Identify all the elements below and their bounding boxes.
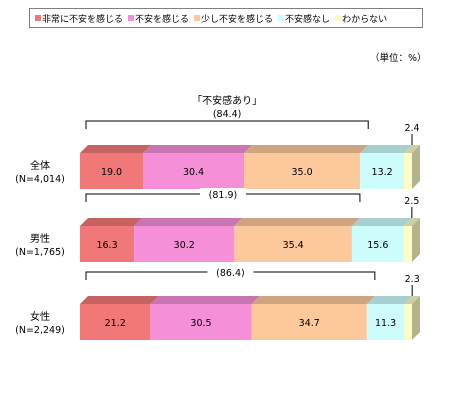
value-label: 2.3 xyxy=(405,274,420,285)
anxiety-total-label: (84.4) xyxy=(213,109,242,120)
value-label: 35.0 xyxy=(292,167,313,178)
value-label: 2.5 xyxy=(404,196,419,207)
category-label: 男性 xyxy=(30,232,50,245)
bar-segment-top xyxy=(80,218,143,226)
value-label: 21.2 xyxy=(105,318,126,329)
bar-segment xyxy=(244,153,361,189)
anxiety-total-bg xyxy=(207,266,254,278)
legend-label: 非常に不安を感じる xyxy=(42,14,124,25)
bar-segment-top xyxy=(366,296,413,304)
bar-segment-top xyxy=(360,145,413,153)
bar-segment-top xyxy=(403,218,420,226)
bar-segment xyxy=(143,153,245,189)
bar-segment xyxy=(351,226,404,262)
chart-legend: 非常に不安を感じる 不安を感じる 少し不安を感じる 不安感なし わからない xyxy=(29,8,423,28)
value-label: 15.6 xyxy=(367,240,388,251)
legend-label: 少し不安を感じる xyxy=(201,14,274,25)
bar-segment xyxy=(80,226,135,262)
value-label: 30.5 xyxy=(190,318,211,329)
anxiety-total-label: (81.9) xyxy=(209,190,238,201)
bar-segment-top xyxy=(80,145,152,153)
value-label: 13.2 xyxy=(372,167,393,178)
legend-item: 不安感なし xyxy=(278,12,330,25)
legend-label: 不安感なし xyxy=(285,14,331,25)
bar-segment xyxy=(80,304,151,340)
unit-label: （単位：%） xyxy=(370,53,427,64)
category-n-label: (N=4,014) xyxy=(15,174,65,185)
value-label: 19.0 xyxy=(101,167,122,178)
legend-item: 少し不安を感じる xyxy=(194,12,273,25)
category-label: 全体 xyxy=(30,159,50,172)
category-label: 女性 xyxy=(30,310,50,323)
bar-side-face xyxy=(412,145,420,189)
legend-swatch xyxy=(35,15,41,21)
value-label: 35.4 xyxy=(283,240,304,251)
legend-swatch xyxy=(128,15,135,21)
value-label: 2.4 xyxy=(404,123,419,134)
anxiety-total-bg xyxy=(199,188,246,200)
value-label: 11.3 xyxy=(375,318,396,329)
bar-segment-top xyxy=(244,145,369,153)
category-n-label: (N=1,765) xyxy=(15,247,65,258)
bar-segment xyxy=(404,304,412,340)
value-label: 16.3 xyxy=(96,240,117,251)
legend-swatch xyxy=(194,15,201,21)
legend-label: 不安を感じる xyxy=(135,14,190,25)
bar-segment-top xyxy=(143,145,253,153)
legend-swatch xyxy=(278,15,285,21)
bar-segment xyxy=(251,304,367,340)
bar-segment xyxy=(403,226,412,262)
legend-item: 不安を感じる xyxy=(128,12,189,25)
bar-segment xyxy=(80,153,144,189)
bar-segment-top xyxy=(251,296,375,304)
legend-swatch xyxy=(335,15,342,21)
legend-item: 非常に不安を感じる xyxy=(35,12,123,25)
bar-segment-top xyxy=(80,296,159,304)
anxiety-bracket xyxy=(85,120,369,129)
bar-segment-top xyxy=(404,145,420,153)
bar-segment-top xyxy=(404,296,420,304)
value-label: 34.7 xyxy=(299,318,320,329)
bar-side-face xyxy=(412,296,420,340)
bar-segment xyxy=(134,226,235,262)
category-n-label: (N=2,249) xyxy=(15,325,65,336)
bar-segment-top xyxy=(234,218,360,226)
bar-side-face xyxy=(412,218,420,262)
legend-label: わからない xyxy=(342,14,388,25)
bar-segment-top xyxy=(351,218,412,226)
legend-item: わからない xyxy=(335,12,387,25)
value-label: 30.2 xyxy=(174,240,195,251)
bar-segment xyxy=(366,304,405,340)
bar-segment xyxy=(150,304,252,340)
anxiety-total-label: (86.4) xyxy=(216,268,245,279)
bar-segment xyxy=(404,153,412,189)
value-label: 30.4 xyxy=(183,167,204,178)
bar-segment-top xyxy=(150,296,260,304)
bar-segment-top xyxy=(134,218,243,226)
bar-segment xyxy=(234,226,352,262)
bar-segment xyxy=(360,153,405,189)
anxiety-title: 「不安感あり」 xyxy=(192,94,262,107)
